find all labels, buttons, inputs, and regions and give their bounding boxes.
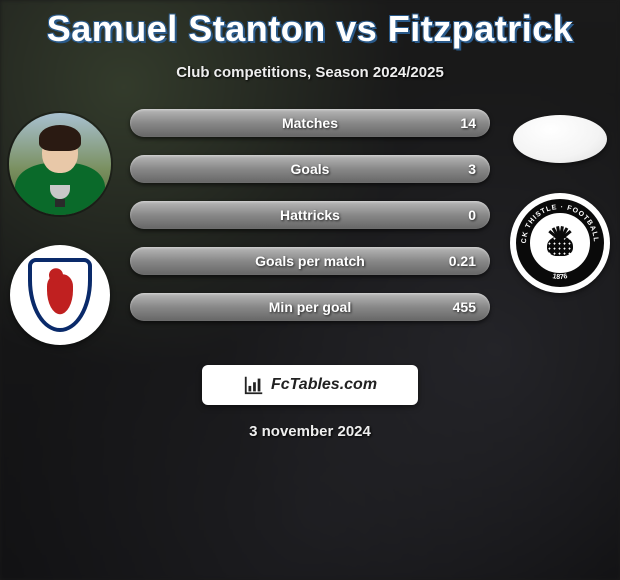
- stat-bar-matches: Matches 14: [130, 109, 490, 137]
- stat-value-right: 0.21: [449, 253, 476, 269]
- club-year: 1876: [552, 273, 568, 281]
- page-title: Samuel Stanton vs Fitzpatrick: [47, 8, 574, 50]
- right-player-placeholder: [513, 115, 607, 163]
- left-club-badge: [10, 245, 110, 345]
- right-column: PARTICK THISTLE · FOOTBALL CLUB 1876: [500, 103, 620, 345]
- right-club-badge: PARTICK THISTLE · FOOTBALL CLUB 1876: [510, 193, 610, 293]
- brand-box: FcTables.com: [202, 365, 418, 405]
- stat-value-right: 455: [453, 299, 476, 315]
- comparison-row: Matches 14 Goals 3 Hattricks 0 Goals per…: [0, 103, 620, 345]
- stat-bars: Matches 14 Goals 3 Hattricks 0 Goals per…: [120, 103, 500, 345]
- stat-label: Hattricks: [280, 207, 340, 223]
- trophy-icon: [47, 185, 73, 207]
- svg-text:1876: 1876: [552, 273, 568, 281]
- left-player-photo: [9, 113, 111, 215]
- stat-bar-mpg: Min per goal 455: [130, 293, 490, 321]
- stat-label: Goals per match: [255, 253, 365, 269]
- thistle-icon: [541, 222, 579, 260]
- chart-icon: [243, 374, 265, 396]
- footer-date: 3 november 2024: [249, 423, 371, 440]
- stat-value-right: 3: [468, 161, 476, 177]
- stat-value-right: 0: [468, 207, 476, 223]
- stat-label: Matches: [282, 115, 338, 131]
- photo-hair: [39, 125, 81, 151]
- stat-bar-goals: Goals 3: [130, 155, 490, 183]
- infographic-root: Samuel Stanton vs Fitzpatrick Club compe…: [0, 0, 620, 580]
- brand-text: FcTables.com: [271, 376, 377, 394]
- stat-label: Min per goal: [269, 299, 351, 315]
- stat-bar-gpm: Goals per match 0.21: [130, 247, 490, 275]
- stat-label: Goals: [291, 161, 330, 177]
- stat-value-right: 14: [460, 115, 476, 131]
- subtitle: Club competitions, Season 2024/2025: [176, 64, 444, 81]
- left-column: [0, 103, 120, 345]
- stat-bar-hattricks: Hattricks 0: [130, 201, 490, 229]
